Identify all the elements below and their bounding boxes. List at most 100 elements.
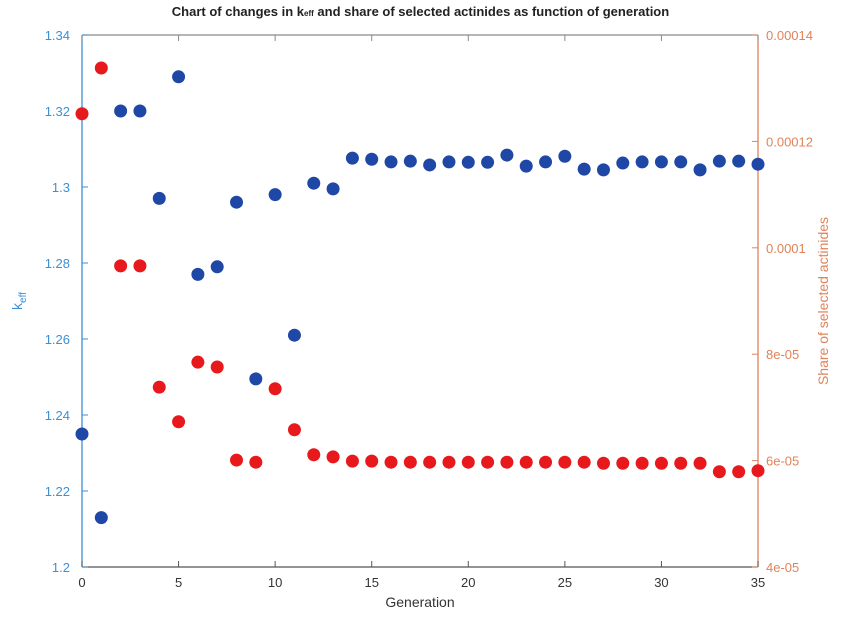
- chart-title: Chart of changes in keff and share of se…: [0, 4, 841, 19]
- keff-point: [403, 154, 417, 168]
- actinide-share-point: [500, 455, 514, 469]
- keff-point: [519, 159, 533, 173]
- keff-point: [558, 149, 572, 163]
- keff-point: [654, 155, 668, 169]
- keff-point: [442, 155, 456, 169]
- actinide-share-point: [94, 61, 108, 75]
- actinide-share-point: [268, 382, 282, 396]
- keff-point: [94, 511, 108, 525]
- right-tick-label: 6e-05: [766, 454, 799, 469]
- keff-point: [732, 154, 746, 168]
- keff-point: [539, 155, 553, 169]
- keff-point: [307, 176, 321, 190]
- actinide-share-point: [635, 456, 649, 470]
- right-tick-label: 8e-05: [766, 347, 799, 362]
- actinide-share-point: [732, 465, 746, 479]
- keff-point: [751, 157, 765, 171]
- actinide-share-point: [674, 456, 688, 470]
- left-tick-label: 1.3: [52, 180, 70, 195]
- actinide-share-point: [577, 455, 591, 469]
- x-tick-label: 15: [364, 575, 378, 590]
- keff-point: [500, 148, 514, 162]
- actinide-share-point: [481, 455, 495, 469]
- x-tick-label: 5: [175, 575, 182, 590]
- left-y-axis-label: keff: [9, 292, 29, 310]
- actinide-share-point: [519, 455, 533, 469]
- keff-point: [191, 267, 205, 281]
- actinide-share-point: [539, 455, 553, 469]
- actinide-share-point: [172, 415, 186, 429]
- keff-point: [635, 155, 649, 169]
- left-tick-label: 1.26: [45, 332, 70, 347]
- actinide-share-point: [75, 107, 89, 121]
- right-tick-label: 0.0001: [766, 241, 806, 256]
- keff-point: [133, 104, 147, 118]
- actinide-share-point: [712, 465, 726, 479]
- actinide-share-point: [210, 360, 224, 374]
- left-tick-label: 1.2: [52, 560, 70, 575]
- actinide-share-point: [191, 355, 205, 369]
- keff-point: [577, 162, 591, 176]
- keff-point: [423, 158, 437, 172]
- actinide-share-point: [345, 454, 359, 468]
- x-tick-label: 30: [654, 575, 668, 590]
- x-tick-label: 35: [751, 575, 765, 590]
- actinide-share-point: [751, 464, 765, 478]
- axes: 0 5 10 15 20 25 30 35 1.2 1.22 1.24 1.26 1.28 1.3 1.32…: [9, 28, 831, 610]
- keff-series: [75, 70, 765, 525]
- actinide-share-point: [114, 259, 128, 273]
- keff-point: [616, 156, 630, 170]
- left-tick-label: 1.34: [45, 28, 70, 43]
- keff-point: [345, 151, 359, 165]
- x-axis-label: Generation: [385, 594, 454, 610]
- actinide-share-point: [230, 453, 244, 467]
- actinide-share-point: [596, 456, 610, 470]
- title-post: and share of selected actinides as funct…: [313, 4, 670, 19]
- actinide-share-point: [384, 455, 398, 469]
- keff-point: [365, 152, 379, 166]
- right-tick-label: 0.00014: [766, 28, 813, 43]
- actinide-share-point: [461, 455, 475, 469]
- actinide-share-point: [365, 454, 379, 468]
- actinide-share-point: [654, 456, 668, 470]
- right-tick-label: 4e-05: [766, 560, 799, 575]
- keff-point: [172, 70, 186, 84]
- left-tick-label: 1.22: [45, 484, 70, 499]
- actinide-share-point: [152, 380, 166, 394]
- x-tick-label: 25: [558, 575, 572, 590]
- actinide-share-point: [326, 450, 340, 464]
- keff-point: [75, 427, 89, 441]
- keff-point: [326, 182, 340, 196]
- keff-point: [230, 195, 244, 209]
- actinide-share-point: [423, 455, 437, 469]
- x-tick-label: 20: [461, 575, 475, 590]
- keff-point: [152, 191, 166, 205]
- left-tick-label: 1.32: [45, 104, 70, 119]
- title-pre: Chart of changes in k: [171, 4, 304, 19]
- actinide-share-point: [133, 259, 147, 273]
- keff-point: [384, 155, 398, 169]
- left-tick-label: 1.28: [45, 256, 70, 271]
- actinide-share-point: [307, 448, 321, 462]
- keff-point: [287, 328, 301, 342]
- x-tick-label: 10: [268, 575, 282, 590]
- keff-point: [268, 188, 282, 202]
- actinide-share-point: [249, 455, 263, 469]
- actinide-share-point: [287, 423, 301, 437]
- actinide-share-point: [558, 455, 572, 469]
- keff-point: [114, 104, 128, 118]
- keff-point: [249, 372, 263, 386]
- x-tick-label: 0: [78, 575, 85, 590]
- actinides-series: [75, 61, 765, 479]
- keff-point: [596, 163, 610, 177]
- actinide-share-point: [442, 455, 456, 469]
- left-tick-label: 1.24: [45, 408, 70, 423]
- actinide-share-point: [403, 455, 417, 469]
- keff-point: [712, 154, 726, 168]
- keff-point: [674, 155, 688, 169]
- title-sub: eff: [304, 9, 314, 18]
- keff-point: [210, 260, 224, 274]
- right-tick-label: 0.00012: [766, 134, 813, 149]
- keff-point: [481, 155, 495, 169]
